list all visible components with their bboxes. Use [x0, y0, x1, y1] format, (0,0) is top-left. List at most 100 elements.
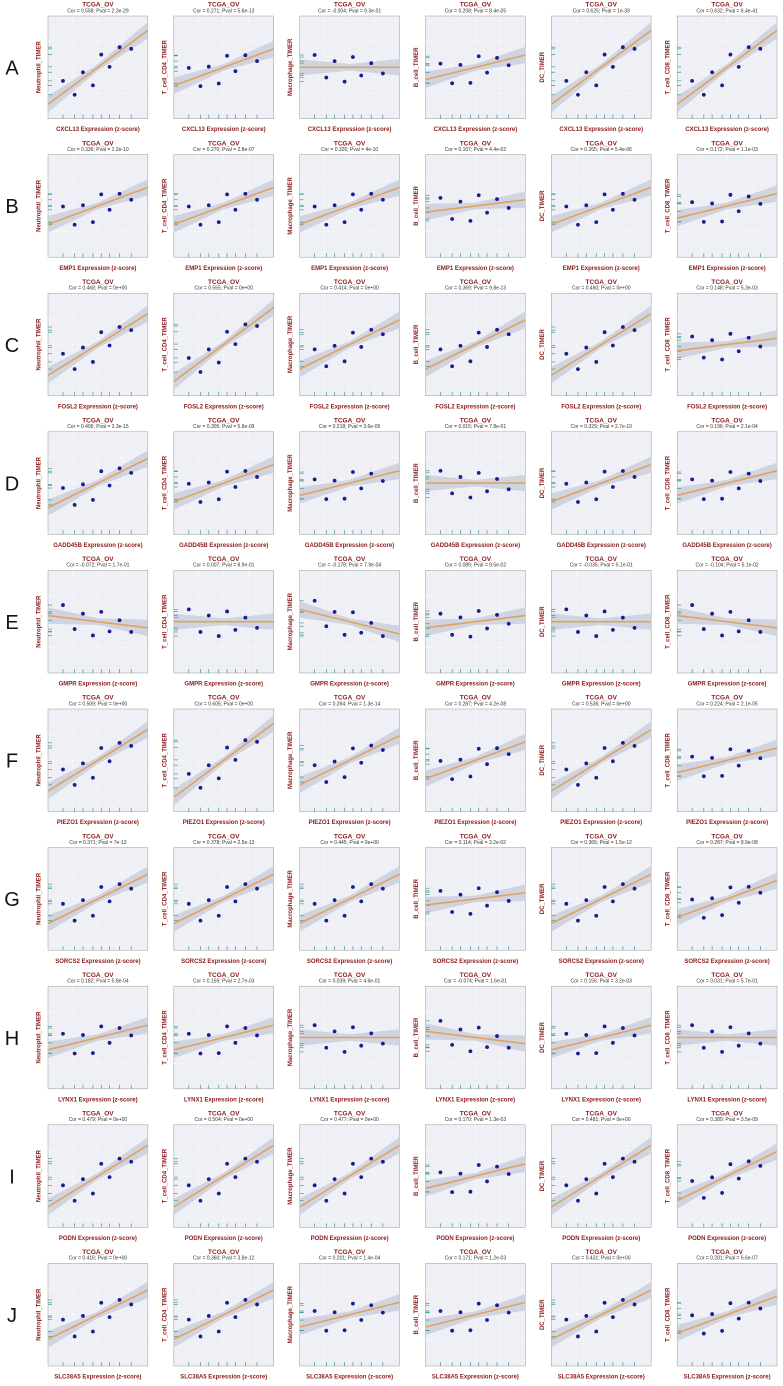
y-axis-label: Macrophage_TIMER — [288, 1285, 294, 1343]
point — [736, 349, 741, 354]
point — [380, 197, 385, 202]
point — [610, 1175, 615, 1180]
panel-stats: Cor = 0.114; Pval = 3.2e-02 — [445, 840, 506, 846]
y-axis-label: DC_TIMER — [540, 606, 546, 637]
y-axis-label: Neutrophil_TIMER — [37, 318, 43, 371]
y-axis-label: T_cell_CD4_TIMER — [162, 732, 168, 787]
regression-line — [676, 29, 778, 105]
point — [458, 892, 463, 897]
point — [351, 55, 355, 59]
point — [129, 1159, 134, 1164]
point — [450, 364, 455, 369]
y-axis-label: T_cell_CD8_TIMER — [666, 317, 672, 372]
point — [99, 1161, 104, 1166]
point — [198, 630, 203, 634]
x-axis-label: GMPR Expression (z-score) — [688, 682, 767, 688]
y-axis-label: DC_TIMER — [540, 51, 546, 82]
point — [495, 197, 499, 202]
point — [312, 1183, 317, 1188]
point — [351, 1025, 355, 1030]
point — [332, 1029, 337, 1034]
point — [342, 1191, 347, 1196]
y-axis-label: DC_TIMER — [540, 329, 546, 360]
panel-stats: Cor = 0.208; Pval = 8.4e-05 — [445, 8, 507, 14]
point — [243, 1298, 248, 1302]
panel-stats: Cor = 0.182; Pval = 5.8e-04 — [67, 979, 129, 985]
point — [91, 913, 95, 918]
point — [198, 370, 203, 374]
y-axis-label: DC_TIMER — [540, 883, 546, 914]
y-axis-label: T_cell_CD4_TIMER — [162, 1287, 168, 1342]
y-axis-label: T_cell_CD8_TIMER — [666, 594, 672, 649]
point — [380, 479, 385, 483]
regression-line — [550, 1289, 652, 1341]
point — [198, 1198, 203, 1203]
panel-stats: Cor = 0.481; Pval = 0e+00 — [572, 1117, 631, 1123]
y-axis-label: B_cell_TIMER — [414, 740, 420, 780]
point — [243, 53, 248, 58]
point — [620, 1026, 625, 1030]
y-axis-label: Macrophage_TIMER — [288, 38, 294, 96]
panel-title: TCGA_OV — [711, 972, 743, 979]
panel-stats: Cor = 0.326; Pval = 4e-10 — [321, 147, 378, 153]
y-axis-label: B_cell_TIMER — [414, 463, 420, 503]
point — [468, 495, 473, 500]
panel-title: TCGA_OV — [82, 556, 114, 563]
point — [186, 481, 191, 486]
point — [438, 195, 443, 200]
point — [594, 497, 599, 502]
regression-line — [676, 1295, 778, 1334]
regression-line — [173, 722, 275, 798]
point — [324, 624, 329, 629]
point — [690, 334, 695, 339]
point — [506, 752, 511, 757]
point — [584, 345, 589, 350]
point — [198, 918, 203, 923]
point — [351, 1161, 355, 1166]
point — [117, 618, 122, 623]
panel-stats: Cor = 0.406; Pval = 3.3e-15 — [67, 424, 129, 430]
point — [632, 197, 637, 202]
regression-line — [550, 873, 652, 925]
point — [485, 210, 489, 215]
point — [225, 192, 229, 197]
panel-title: TCGA_OV — [82, 140, 114, 147]
point — [380, 332, 385, 337]
point — [243, 738, 248, 743]
point — [61, 1183, 65, 1188]
point — [736, 486, 741, 491]
point — [476, 746, 481, 751]
point — [476, 54, 481, 59]
panel-stats: Cor = 0.479; Pval = 0e+00 — [69, 1117, 128, 1123]
row-label: A — [5, 58, 19, 80]
point — [72, 502, 77, 507]
panel-title: TCGA_OV — [208, 833, 240, 840]
point — [506, 332, 511, 337]
panel-title: TCGA_OV — [334, 140, 366, 147]
point — [746, 618, 751, 623]
regression-line — [47, 1024, 149, 1051]
y-axis-label: Macrophage_TIMER — [288, 315, 294, 373]
point — [216, 913, 221, 918]
point — [359, 486, 364, 491]
point — [99, 52, 104, 57]
panel-title: TCGA_OV — [334, 2, 366, 9]
point — [450, 81, 455, 86]
point — [107, 64, 112, 69]
panel-stats: Cor = 0.378; Pval = 2.5e-13 — [193, 840, 255, 846]
regression-line — [425, 891, 526, 906]
point — [332, 898, 337, 903]
panel-stats: Cor = 0.039; Pval = 4.6e-01 — [319, 979, 381, 985]
point — [359, 630, 364, 635]
point — [701, 915, 706, 920]
x-axis-label: EMP1 Expression (z-score) — [59, 266, 136, 272]
point — [216, 1329, 221, 1334]
point — [610, 64, 615, 69]
x-axis-label: SLC38A5 Expression (z-score) — [684, 1375, 771, 1381]
point — [129, 886, 134, 891]
point — [359, 345, 364, 349]
point — [107, 629, 112, 634]
point — [485, 70, 489, 75]
point — [468, 911, 473, 916]
point — [476, 1163, 481, 1167]
